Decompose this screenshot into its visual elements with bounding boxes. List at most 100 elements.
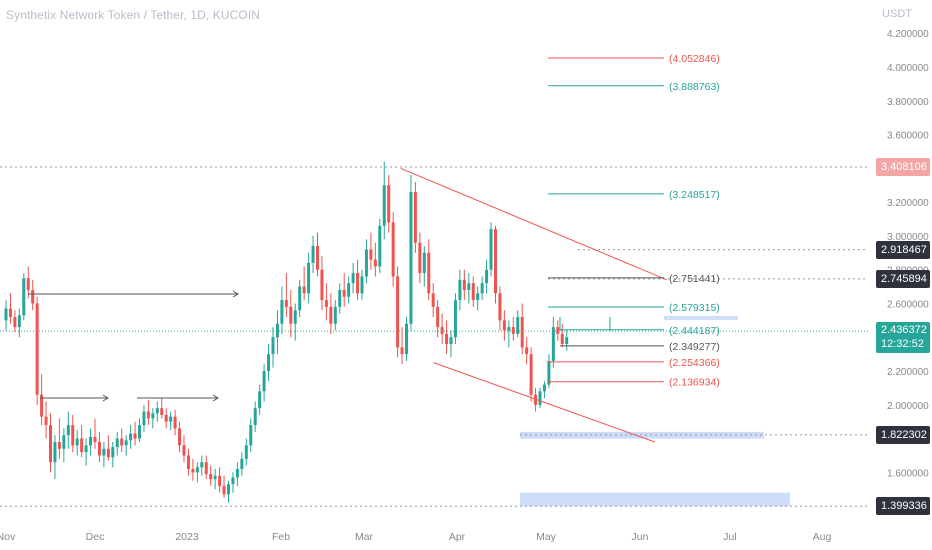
candle-body (191, 469, 195, 473)
candle-body (124, 440, 128, 446)
y-tick-label: 4.000000 (887, 63, 929, 74)
candle-body (525, 347, 529, 355)
arrow-head (102, 394, 109, 402)
candle-body (267, 354, 271, 372)
candle-body (342, 289, 346, 297)
candle-body (507, 327, 511, 331)
candle-body (106, 448, 110, 458)
candle-body (284, 300, 288, 307)
support-zones (520, 431, 790, 507)
candle-body (511, 327, 515, 334)
candle-body (222, 485, 226, 495)
target-zone (520, 492, 790, 507)
x-tick-label: Feb (272, 531, 290, 543)
candle-body (520, 316, 524, 348)
candle-body (462, 279, 466, 290)
fib-level-label: (2.254366) (669, 357, 720, 369)
candle-body (57, 441, 61, 449)
candle-body (347, 283, 351, 297)
candle-body (275, 323, 279, 338)
fib-level-label: (2.349277) (669, 341, 720, 353)
candle-body (480, 283, 484, 294)
candle-body (351, 273, 355, 284)
candle-body (31, 289, 35, 304)
price-tag: 1.399336 (876, 497, 930, 516)
candle-body (71, 425, 75, 446)
candle-body (209, 474, 213, 480)
candle-body (227, 484, 230, 495)
channel-upper-line (400, 167, 667, 281)
candle-body (307, 262, 311, 294)
candle-body (129, 433, 133, 441)
candle-body (378, 225, 382, 267)
candle-body (373, 259, 377, 267)
candle-body (49, 425, 52, 463)
candle-body (271, 337, 275, 355)
time-axis[interactable]: Nov Dec 2023 Feb Mar Apr May Jun Jul Aug (0, 531, 831, 543)
candle-body (298, 286, 302, 311)
candlestick-series (4, 161, 569, 503)
candle-body (178, 428, 182, 446)
candle-body (133, 433, 137, 439)
price-tag: 1.822302 (876, 425, 930, 444)
x-tick-label: Mar (355, 531, 374, 543)
candle-body (333, 306, 337, 324)
price-reference-lines (0, 166, 868, 507)
candle-body (289, 306, 293, 324)
candle-body (502, 320, 506, 331)
candle-body (160, 408, 164, 415)
candle-body (440, 327, 444, 334)
candle-body (551, 327, 555, 361)
candle-body (200, 462, 204, 468)
fib-level-label: (2.444187) (669, 325, 720, 337)
candle-body (204, 462, 208, 475)
y-tick-label: 2.200000 (887, 367, 929, 378)
candle-body (449, 337, 453, 345)
candle-body (53, 441, 57, 463)
candle-body (338, 289, 342, 307)
candle-body (262, 371, 266, 392)
candle-body (445, 333, 449, 345)
candle-body (316, 246, 319, 270)
price-tag: 2.745894 (876, 269, 930, 288)
candle-body (240, 458, 244, 470)
y-tick-label: 3.000000 (887, 232, 929, 243)
candle-body (329, 306, 333, 324)
x-tick-label: Apr (449, 531, 466, 543)
x-tick-label: May (536, 531, 557, 543)
candle-body (489, 229, 493, 270)
candle-body (534, 394, 538, 405)
candle-body (151, 413, 155, 419)
currency-unit: USDT (882, 8, 912, 20)
candle-body (431, 293, 435, 307)
candle-body (422, 252, 426, 274)
candle-body (249, 425, 253, 446)
candle-body (17, 315, 21, 328)
candle-body (427, 252, 431, 294)
candle-countdown: 12:32:52 (881, 338, 924, 351)
arrow-head (232, 290, 239, 298)
fib-level-label: (2.579315) (669, 302, 720, 314)
candle-body (418, 242, 422, 274)
fib-level-label: (2.136934) (669, 377, 720, 389)
candle-body (293, 310, 297, 324)
y-tick-label: 2.000000 (887, 401, 929, 412)
x-tick-label: Jul (723, 531, 736, 543)
candle-body (364, 249, 368, 277)
candle-body (360, 276, 364, 294)
x-tick-label: Nov (0, 531, 16, 543)
candle-body (182, 445, 186, 456)
candle-body (391, 222, 395, 277)
candle-body (280, 300, 284, 324)
candle-body (413, 191, 417, 243)
candle-body (22, 278, 26, 316)
candle-body (66, 425, 70, 436)
candle-body (458, 279, 462, 301)
candle-body (146, 411, 150, 419)
y-tick-label: 4.200000 (887, 29, 929, 40)
candle-body (235, 469, 239, 478)
candle-body (516, 316, 520, 334)
candle-body (382, 185, 386, 226)
candle-body (302, 286, 306, 294)
